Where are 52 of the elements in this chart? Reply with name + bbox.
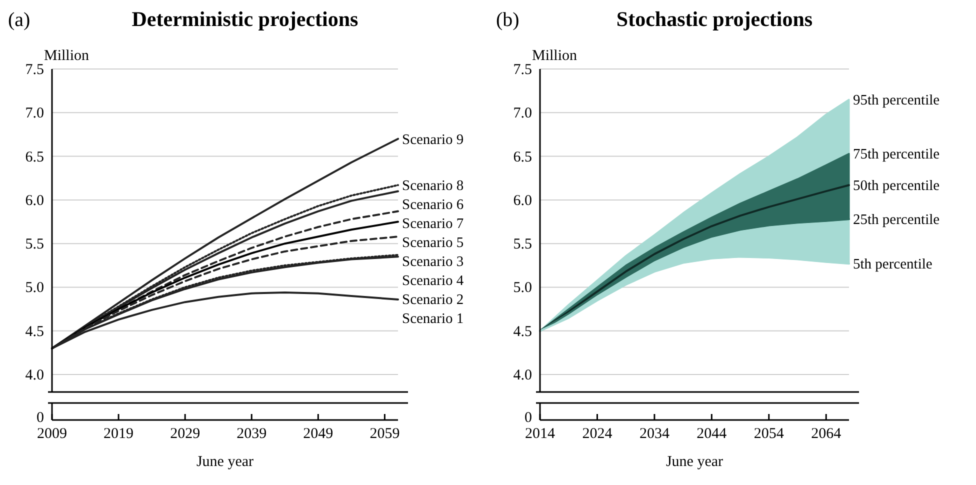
x-tick-label: 2009 — [37, 426, 67, 442]
x-tick-label: 2029 — [170, 426, 200, 442]
x-axis-title: June year — [666, 454, 724, 470]
series-label: Scenario 4 — [402, 273, 464, 290]
x-tick-label: 2064 — [811, 426, 842, 442]
y-tick-label: 4.5 — [513, 324, 532, 340]
series-label: 25th percentile — [853, 212, 940, 228]
series-label: 5th percentile — [853, 256, 932, 273]
y-tick-label: 4.0 — [513, 368, 532, 384]
y-tick-label: 7.5 — [25, 62, 44, 78]
y-tick-label: 7.5 — [513, 62, 532, 78]
y-tick-label: 6.0 — [513, 192, 532, 209]
y-tick-label: 7.0 — [513, 106, 532, 122]
y-tick-label: 5.5 — [25, 236, 44, 253]
series-label: Scenario 9 — [402, 132, 464, 148]
y-tick-label: 4.5 — [25, 324, 44, 340]
y-tick-label: 7.0 — [25, 106, 44, 122]
series-label: Scenario 8 — [402, 178, 464, 194]
x-axis-title: June year — [196, 454, 254, 470]
x-tick-label: 2014 — [525, 426, 556, 442]
series-label: Scenario 7 — [402, 216, 464, 232]
y-tick-label: 4.0 — [25, 368, 44, 384]
y-axis-title: Million — [44, 48, 90, 64]
y-tick-label: 5.0 — [25, 280, 44, 296]
x-tick-label: 2019 — [104, 426, 134, 442]
text: (b) — [496, 9, 520, 31]
series-label: Scenario 1 — [402, 311, 464, 328]
chart-title: Deterministic projections — [132, 7, 358, 31]
y-tick-label: 6.0 — [25, 192, 44, 209]
x-tick-label: 2044 — [696, 426, 728, 442]
text: Scenario 2 — [402, 292, 464, 308]
y-tick-label: 6.5 — [513, 149, 532, 166]
x-tick-label: 2024 — [582, 426, 613, 442]
x-tick-label: 2059 — [370, 426, 400, 442]
text: 0 — [36, 410, 44, 426]
text: (a) — [8, 9, 30, 31]
series-label: 50th percentile — [853, 178, 940, 194]
y-tick-label: 6.5 — [25, 149, 44, 166]
y-axis-title: Million — [532, 48, 578, 64]
series-label: Scenario 3 — [402, 254, 464, 270]
chart-title: Stochastic projections — [616, 7, 813, 31]
x-tick-label: 2034 — [639, 426, 670, 442]
y-tick-label: 5.0 — [513, 280, 532, 296]
series-label: Scenario 5 — [402, 235, 464, 252]
x-tick-label: 2054 — [754, 426, 784, 442]
x-tick-label: 2039 — [236, 426, 267, 442]
series-label: Scenario 6 — [402, 197, 464, 214]
y-tick-label: 5.5 — [513, 236, 532, 253]
series-label: 95th percentile — [853, 92, 940, 109]
text: 0 — [524, 410, 532, 426]
x-tick-label: 2049 — [303, 426, 334, 442]
series-label: 75th percentile — [853, 146, 940, 163]
